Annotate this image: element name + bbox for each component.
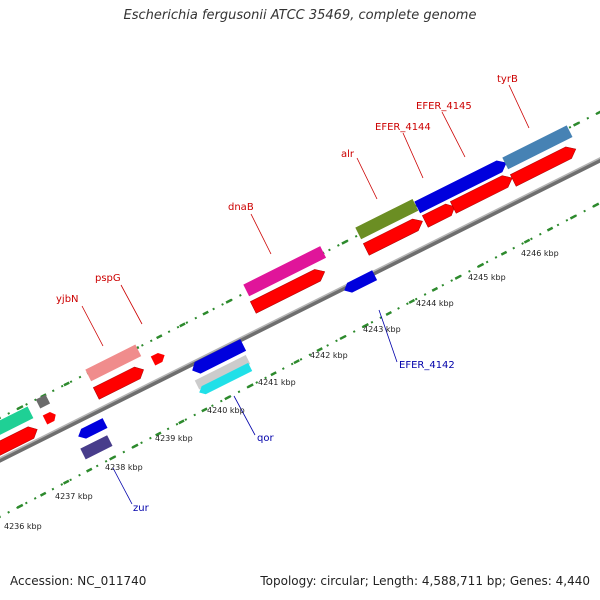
label-alr[interactable]: alr xyxy=(341,149,355,160)
tick-mark xyxy=(408,298,416,304)
gene-pspG[interactable] xyxy=(150,351,167,366)
tick-mark xyxy=(247,383,254,389)
kbp-label: 4243 kbp xyxy=(363,325,401,334)
gene-dnaB[interactable] xyxy=(243,246,327,297)
tick-mark xyxy=(202,310,209,316)
tick-mark xyxy=(17,405,24,411)
tick-mark xyxy=(155,431,162,437)
gene-red-4[interactable] xyxy=(362,215,425,256)
gene-alr[interactable] xyxy=(355,198,419,240)
tick-mark xyxy=(546,226,554,232)
gene-blue-rev-1[interactable] xyxy=(76,418,108,441)
genome-backbone-highlight xyxy=(0,157,600,459)
reverse-genes xyxy=(76,270,378,460)
tick-mark xyxy=(16,503,24,509)
forward-genes xyxy=(0,125,578,457)
label-EFER_4144[interactable]: EFER_4144 xyxy=(375,122,431,133)
kbp-labels: 4236 kbp 4237 kbp 4238 kbp 4239 kbp 4240… xyxy=(4,249,559,531)
kbp-label: 4241 kbp xyxy=(258,378,296,387)
tick-mark xyxy=(596,110,600,115)
tick-mark xyxy=(224,395,231,401)
genome-stats-text: Topology: circular; Length: 4,588,711 bp… xyxy=(260,574,590,588)
gene-tyrB[interactable] xyxy=(502,125,573,170)
label-qor[interactable]: qor xyxy=(257,433,274,444)
tick-mark xyxy=(569,214,577,220)
tick-mark xyxy=(156,334,163,340)
tick-mark xyxy=(270,371,277,377)
kbp-label: 4244 kbp xyxy=(416,299,454,308)
tick-marks xyxy=(0,110,600,519)
label-dnaB[interactable]: dnaB xyxy=(228,202,254,213)
tick-mark xyxy=(431,286,439,292)
tick-mark xyxy=(293,359,300,365)
gene-grey-rev[interactable] xyxy=(194,355,251,390)
tick-mark xyxy=(63,381,70,387)
label-tyrB[interactable]: tyrB xyxy=(497,74,518,85)
gene-EFER_4144[interactable] xyxy=(414,157,509,214)
tick-mark xyxy=(454,274,462,280)
gene-labels: yjbN pspG dnaB alr EFER_4144 EFER_4145 t… xyxy=(56,74,518,514)
tick-mark xyxy=(179,322,186,328)
kbp-label: 4239 kbp xyxy=(155,434,193,443)
tick-mark xyxy=(178,419,185,425)
tick-mark xyxy=(39,491,47,497)
label-zur[interactable]: zur xyxy=(133,503,150,514)
tick-mark xyxy=(477,262,485,268)
gene-blue-rev-2[interactable] xyxy=(189,339,247,376)
gene-red-small-1[interactable] xyxy=(42,410,58,425)
gene-red-1[interactable] xyxy=(0,424,40,457)
tick-mark xyxy=(592,202,600,208)
gene-qor[interactable] xyxy=(197,362,253,397)
tick-mark xyxy=(225,298,233,304)
label-leaders xyxy=(81,84,530,505)
tick-mark xyxy=(572,121,580,127)
label-pspG[interactable]: pspG xyxy=(95,273,121,284)
kbp-label: 4246 kbp xyxy=(521,249,559,258)
tick-mark xyxy=(132,443,139,449)
kbp-label: 4242 kbp xyxy=(310,351,348,360)
gene-grey-small[interactable] xyxy=(35,394,51,409)
label-EFER_4142[interactable]: EFER_4142 xyxy=(399,360,455,371)
tick-mark xyxy=(316,347,323,353)
kbp-label: 4236 kbp xyxy=(4,522,42,531)
map-title: Escherichia fergusonii ATCC 35469, compl… xyxy=(123,8,477,23)
tick-mark xyxy=(62,479,70,485)
tick-mark xyxy=(341,239,348,245)
tick-mark xyxy=(109,455,116,461)
reverse-dotted-track xyxy=(0,202,600,518)
tick-mark xyxy=(523,238,531,244)
kbp-label: 4237 kbp xyxy=(55,492,93,501)
tick-mark xyxy=(201,407,208,413)
tick-mark xyxy=(385,310,393,316)
tick-mark xyxy=(339,335,346,341)
label-yjbN[interactable]: yjbN xyxy=(56,294,79,305)
gene-red-5[interactable] xyxy=(421,201,457,228)
gene-red-2[interactable] xyxy=(92,364,146,400)
kbp-label: 4238 kbp xyxy=(105,463,143,472)
tick-mark xyxy=(500,250,508,256)
gene-EFER_4142[interactable] xyxy=(342,270,378,295)
gene-yjbN[interactable] xyxy=(85,344,142,382)
gene-teal[interactable] xyxy=(0,406,34,439)
genome-backbone xyxy=(0,157,600,463)
label-EFER_4145[interactable]: EFER_4145 xyxy=(416,101,472,112)
tick-mark xyxy=(362,323,369,329)
kbp-label: 4245 kbp xyxy=(468,273,506,282)
gene-red-6[interactable] xyxy=(509,143,578,187)
kbp-label: 4240 kbp xyxy=(207,406,245,415)
tick-mark xyxy=(86,467,93,473)
gene-zur[interactable] xyxy=(80,435,113,460)
gene-red-3[interactable] xyxy=(249,266,327,314)
gene-EFER_4145[interactable] xyxy=(449,172,515,214)
accession-text: Accession: NC_011740 xyxy=(10,574,147,588)
